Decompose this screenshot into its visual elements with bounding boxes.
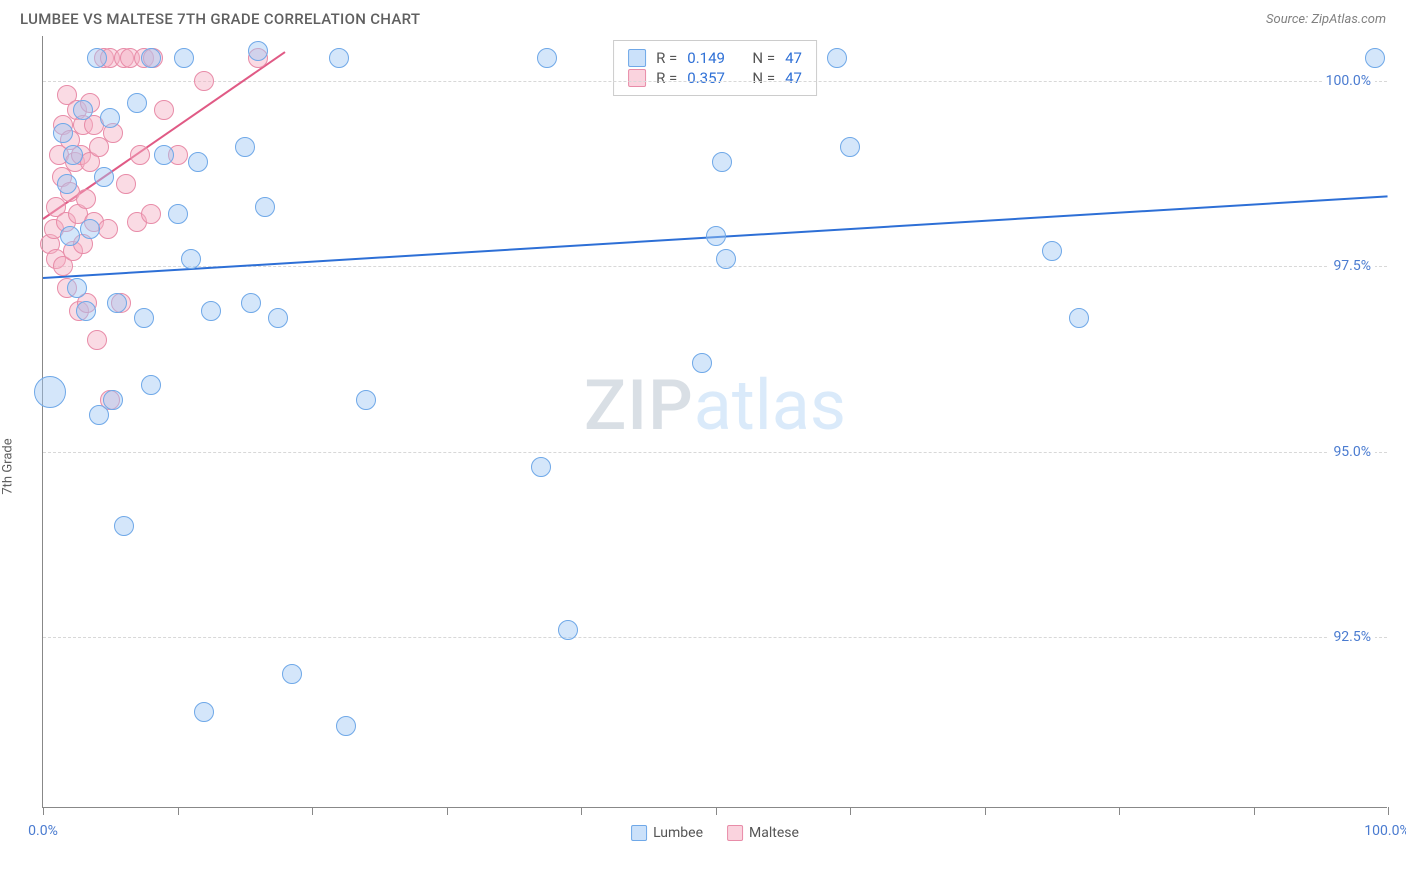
lumbee-point xyxy=(356,390,376,410)
maltese-point xyxy=(194,71,214,91)
legend-row-maltese: R = 0.357 N = 47 xyxy=(628,69,802,87)
y-tick-label: 95.0% xyxy=(1329,444,1375,460)
lumbee-point xyxy=(53,123,73,143)
lumbee-point xyxy=(268,308,288,328)
chart-title: LUMBEE VS MALTESE 7TH GRADE CORRELATION … xyxy=(20,10,420,28)
x-tick xyxy=(43,807,44,815)
lumbee-point xyxy=(181,249,201,269)
lumbee-point xyxy=(114,516,134,536)
maltese-point xyxy=(87,330,107,350)
lumbee-point xyxy=(168,204,188,224)
lumbee-point xyxy=(57,174,77,194)
maltese-point xyxy=(141,204,161,224)
lumbee-point xyxy=(1365,48,1385,68)
plot-region: ZIPatlas R = 0.149 N = 47 R = 0.357 N = … xyxy=(42,36,1387,808)
lumbee-swatch-icon xyxy=(628,49,646,67)
lumbee-point xyxy=(241,293,261,313)
x-tick xyxy=(312,807,313,815)
chart-header: LUMBEE VS MALTESE 7TH GRADE CORRELATION … xyxy=(0,0,1406,36)
lumbee-point xyxy=(134,308,154,328)
correlation-legend: R = 0.149 N = 47 R = 0.357 N = 47 xyxy=(613,40,817,96)
lumbee-point xyxy=(712,152,732,172)
lumbee-point xyxy=(1069,308,1089,328)
x-axis-min-label: 0.0% xyxy=(28,823,58,839)
lumbee-point xyxy=(76,301,96,321)
x-tick xyxy=(1254,807,1255,815)
maltese-swatch-icon xyxy=(727,825,743,841)
lumbee-point xyxy=(282,664,302,684)
lumbee-point xyxy=(329,48,349,68)
lumbee-point xyxy=(716,249,736,269)
lumbee-point xyxy=(840,137,860,157)
lumbee-point xyxy=(336,716,356,736)
lumbee-point xyxy=(87,48,107,68)
y-tick-label: 92.5% xyxy=(1329,629,1375,645)
lumbee-swatch-icon xyxy=(631,825,647,841)
lumbee-point xyxy=(255,197,275,217)
lumbee-point xyxy=(141,48,161,68)
y-axis-label: 7th Grade xyxy=(1,438,16,494)
lumbee-point xyxy=(558,620,578,640)
lumbee-point xyxy=(103,390,123,410)
lumbee-point xyxy=(194,702,214,722)
lumbee-point xyxy=(107,293,127,313)
x-tick xyxy=(178,807,179,815)
lumbee-point xyxy=(188,152,208,172)
legend-row-lumbee: R = 0.149 N = 47 xyxy=(628,49,802,67)
legend-item-lumbee: Lumbee xyxy=(631,825,703,841)
lumbee-point xyxy=(531,457,551,477)
x-tick xyxy=(1388,807,1389,815)
lumbee-point xyxy=(63,145,83,165)
y-tick-label: 97.5% xyxy=(1329,258,1375,274)
x-tick xyxy=(1119,807,1120,815)
x-tick xyxy=(581,807,582,815)
maltese-point xyxy=(98,219,118,239)
lumbee-point xyxy=(692,353,712,373)
series-legend: Lumbee Maltese xyxy=(631,825,799,841)
chart-area: 7th Grade ZIPatlas R = 0.149 N = 47 R = … xyxy=(0,36,1406,882)
lumbee-point xyxy=(235,137,255,157)
lumbee-point xyxy=(537,48,557,68)
lumbee-point xyxy=(34,376,66,408)
lumbee-point xyxy=(127,93,147,113)
lumbee-point xyxy=(100,108,120,128)
gridline xyxy=(43,452,1387,453)
lumbee-point xyxy=(60,226,80,246)
source-attribution: Source: ZipAtlas.com xyxy=(1266,12,1386,27)
x-axis-max-label: 100.0% xyxy=(1364,823,1406,839)
x-tick xyxy=(985,807,986,815)
lumbee-point xyxy=(80,219,100,239)
maltese-point xyxy=(154,100,174,120)
lumbee-point xyxy=(94,167,114,187)
lumbee-point xyxy=(1042,241,1062,261)
lumbee-point xyxy=(248,41,268,61)
maltese-swatch-icon xyxy=(628,69,646,87)
y-tick-label: 100.0% xyxy=(1322,73,1375,89)
maltese-point xyxy=(116,174,136,194)
lumbee-point xyxy=(706,226,726,246)
x-tick xyxy=(716,807,717,815)
lumbee-point xyxy=(154,145,174,165)
lumbee-point xyxy=(141,375,161,395)
lumbee-point xyxy=(67,278,87,298)
source-link[interactable]: ZipAtlas.com xyxy=(1311,12,1386,27)
legend-item-maltese: Maltese xyxy=(727,825,799,841)
x-tick xyxy=(850,807,851,815)
lumbee-point xyxy=(201,301,221,321)
lumbee-point xyxy=(174,48,194,68)
x-tick xyxy=(447,807,448,815)
lumbee-point xyxy=(73,100,93,120)
maltese-point xyxy=(76,189,96,209)
maltese-point xyxy=(130,145,150,165)
gridline xyxy=(43,637,1387,638)
watermark: ZIPatlas xyxy=(584,365,846,447)
lumbee-point xyxy=(827,48,847,68)
